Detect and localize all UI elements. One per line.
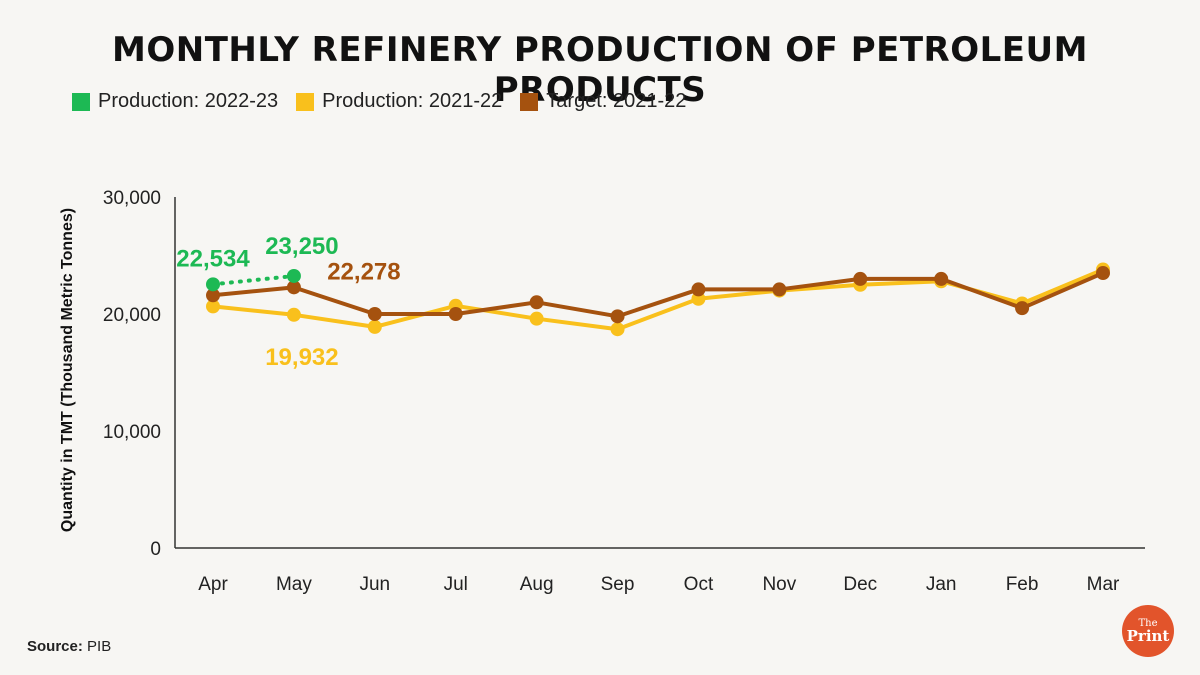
source-value: PIB — [87, 638, 112, 655]
legend-swatch-green — [72, 92, 90, 111]
y-tick-label: 0 — [150, 539, 161, 560]
data-point — [206, 277, 220, 292]
data-label: 23,250 — [265, 233, 338, 260]
legend-label: Production: 2021-22 — [322, 90, 503, 112]
x-tick-label: Jan — [926, 574, 957, 595]
data-point — [1015, 301, 1030, 316]
data-point — [853, 271, 868, 286]
x-tick-label: Mar — [1087, 574, 1120, 595]
legend-label: Production: 2022-23 — [98, 90, 279, 112]
data-point — [610, 322, 625, 337]
x-tick-label: May — [276, 574, 312, 595]
data-point — [286, 307, 301, 322]
legend-item-target-2021-22: Target: 2021-22 — [520, 90, 686, 113]
legend: Production: 2022-23 Production: 2021-22 … — [72, 90, 686, 113]
legend-label: Target: 2021-22 — [546, 90, 687, 112]
data-point — [206, 299, 220, 314]
data-point — [286, 268, 301, 283]
data-point — [286, 280, 301, 295]
series-line-1 — [211, 271, 1105, 319]
y-tick-label: 20,000 — [103, 305, 161, 326]
x-tick-label: Sep — [601, 574, 635, 595]
chart-title: MONTHLY REFINERY PRODUCTION OF PETROLEUM… — [112, 30, 1088, 110]
data-point — [529, 295, 544, 310]
y-axis-label: Quantity in TMT (Thousand Metric Tonnes) — [59, 208, 76, 532]
series-line-2 — [211, 273, 296, 287]
y-tick-label: 30,000 — [103, 188, 161, 209]
logo-text-top: The — [1138, 617, 1158, 629]
logo-text-bottom: Print — [1126, 626, 1170, 645]
theprint-logo: The Print — [1122, 605, 1174, 657]
y-tick-label: 10,000 — [103, 422, 161, 443]
data-point — [206, 288, 220, 303]
x-tick-label: Feb — [1006, 574, 1039, 595]
legend-item-production-2021-22: Production: 2021-22 — [296, 90, 502, 113]
data-point — [529, 311, 544, 326]
data-label: 22,534 — [176, 245, 250, 272]
x-tick-label: Nov — [762, 574, 796, 595]
x-tick-label: Dec — [843, 574, 877, 595]
x-tick-label: Jun — [359, 574, 390, 595]
x-tick-label: Apr — [198, 574, 228, 595]
x-tick-label: Jul — [444, 574, 468, 595]
data-label: 19,932 — [265, 344, 338, 371]
data-point — [1096, 266, 1110, 281]
x-tick-label: Oct — [684, 574, 714, 595]
legend-swatch-brown — [520, 92, 539, 111]
data-point — [367, 319, 382, 334]
data-point — [772, 282, 787, 297]
data-label: 22,278 — [327, 258, 400, 285]
data-point — [610, 309, 625, 324]
legend-swatch-yellow — [296, 92, 315, 111]
legend-item-production-2022-23: Production: 2022-23 — [72, 90, 278, 113]
data-point — [367, 307, 382, 321]
data-point — [934, 271, 949, 286]
data-point — [691, 282, 706, 297]
source-note: Source: PIB — [27, 638, 111, 655]
x-tick-label: Aug — [520, 574, 554, 595]
data-point — [448, 307, 463, 321]
source-label: Source: — [27, 638, 83, 655]
